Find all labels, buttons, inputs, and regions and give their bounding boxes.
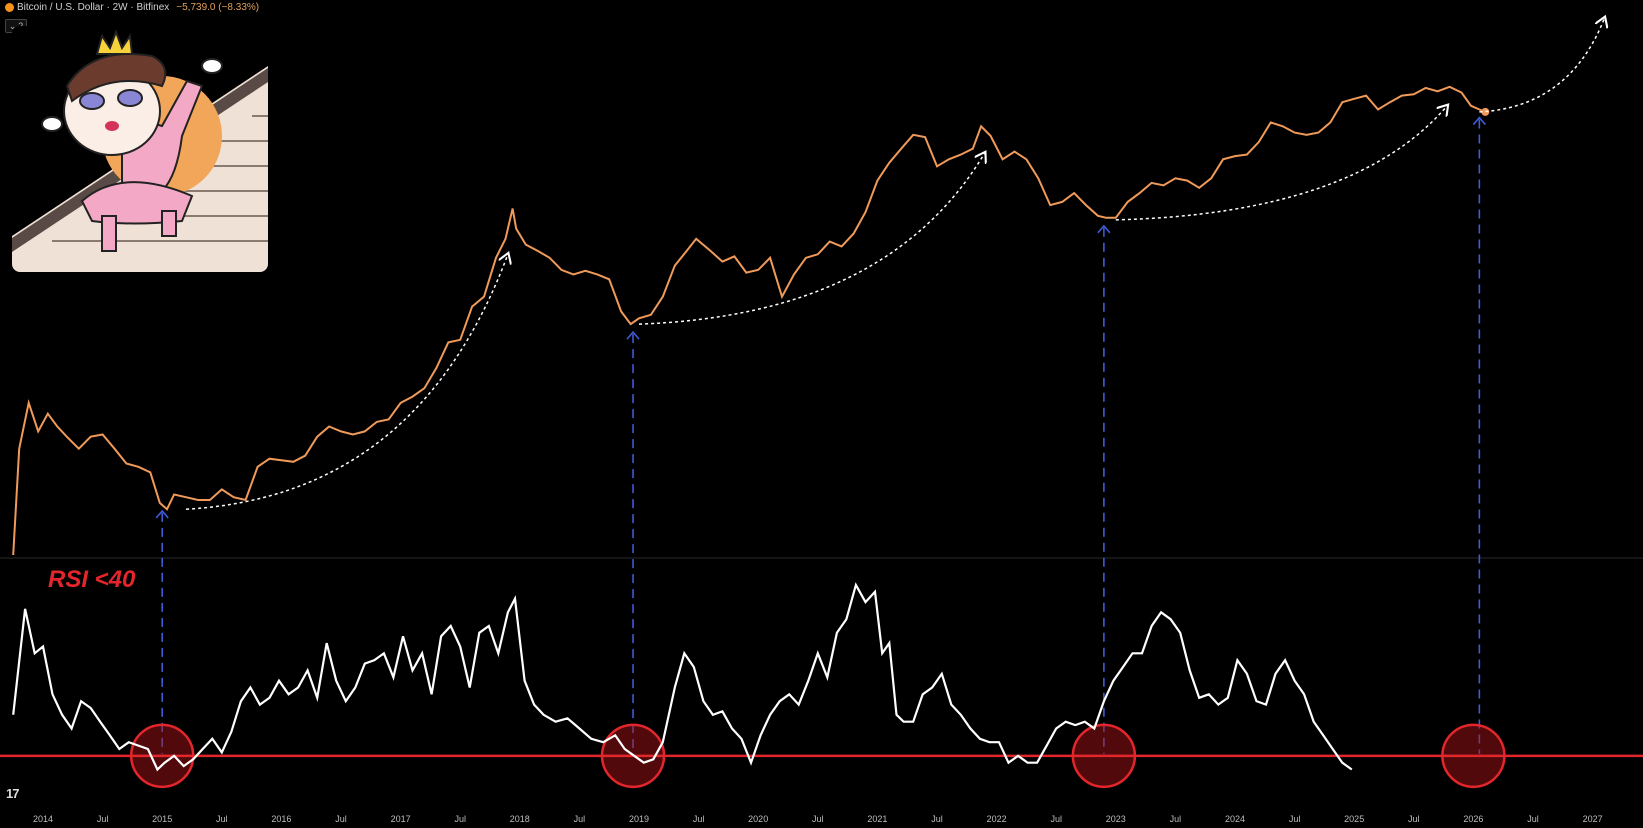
x-tick-label: 2015 (152, 814, 172, 824)
x-tick-label: 2027 (1583, 814, 1603, 824)
projection-arrow-2 (638, 153, 985, 325)
x-axis: 2014 Jul 2015 Jul 2016 Jul 2017 Jul 2018 Jul 2019 J… (33, 814, 1603, 824)
chevron-down-icon: ⌄ (8, 20, 17, 31)
projection-arrow-4 (1479, 18, 1604, 113)
x-tick-label: Jul (335, 814, 347, 824)
x-tick-label: 2022 (987, 814, 1007, 824)
x-tick-label: Jul (693, 814, 705, 824)
x-tick-label: 2020 (748, 814, 768, 824)
x-tick-label: Jul (1408, 814, 1420, 824)
x-tick-label: Jul (574, 814, 586, 824)
guide-caret-2 (626, 330, 640, 340)
x-tick-label: Jul (97, 814, 109, 824)
x-tick-label: 2018 (510, 814, 530, 824)
vertical-guide-lines (155, 116, 1486, 754)
x-tick-label: Jul (931, 814, 943, 824)
guide-caret-4 (1472, 116, 1486, 126)
x-tick-label: 2016 (271, 814, 291, 824)
cartoon-character-sticker (12, 26, 268, 272)
x-tick-label: Jul (1050, 814, 1062, 824)
x-tick-label: Jul (454, 814, 466, 824)
tradingview-logo-icon[interactable]: 17 (6, 786, 20, 801)
x-tick-label: 2023 (1106, 814, 1126, 824)
rsi-threshold-label: RSI <40 (48, 566, 136, 593)
chart-header[interactable]: Bitcoin / U.S. Dollar · 2W · Bitfinex −5… (5, 2, 259, 13)
rsi-series-line (12, 582, 1353, 772)
x-tick-label: Jul (1170, 814, 1182, 824)
x-tick-label: Jul (216, 814, 228, 824)
projection-arrow-1 (185, 254, 508, 510)
price-change: −5,739.0 (−8.33%) (176, 2, 260, 13)
guide-caret-1 (155, 509, 169, 519)
x-tick-label: 2026 (1463, 814, 1483, 824)
x-tick-label: 2017 (391, 814, 411, 824)
symbol-title: Bitcoin / U.S. Dollar · 2W · Bitfinex (17, 2, 170, 13)
x-tick-label: 2025 (1344, 814, 1364, 824)
price-series-line (12, 85, 1486, 556)
x-tick-label: Jul (812, 814, 824, 824)
projection-arrows (185, 18, 1604, 510)
x-tick-label: Jul (1289, 814, 1301, 824)
x-tick-label: Jul (1527, 814, 1539, 824)
guide-caret-3 (1097, 224, 1111, 234)
x-tick-label: 2019 (629, 814, 649, 824)
x-tick-label: 2021 (867, 814, 887, 824)
bitcoin-coin-icon (5, 3, 14, 12)
last-price-dot (1481, 107, 1490, 116)
x-tick-label: 2014 (33, 814, 53, 824)
projection-arrow-3 (1115, 106, 1447, 221)
x-tick-label: 2024 (1225, 814, 1245, 824)
